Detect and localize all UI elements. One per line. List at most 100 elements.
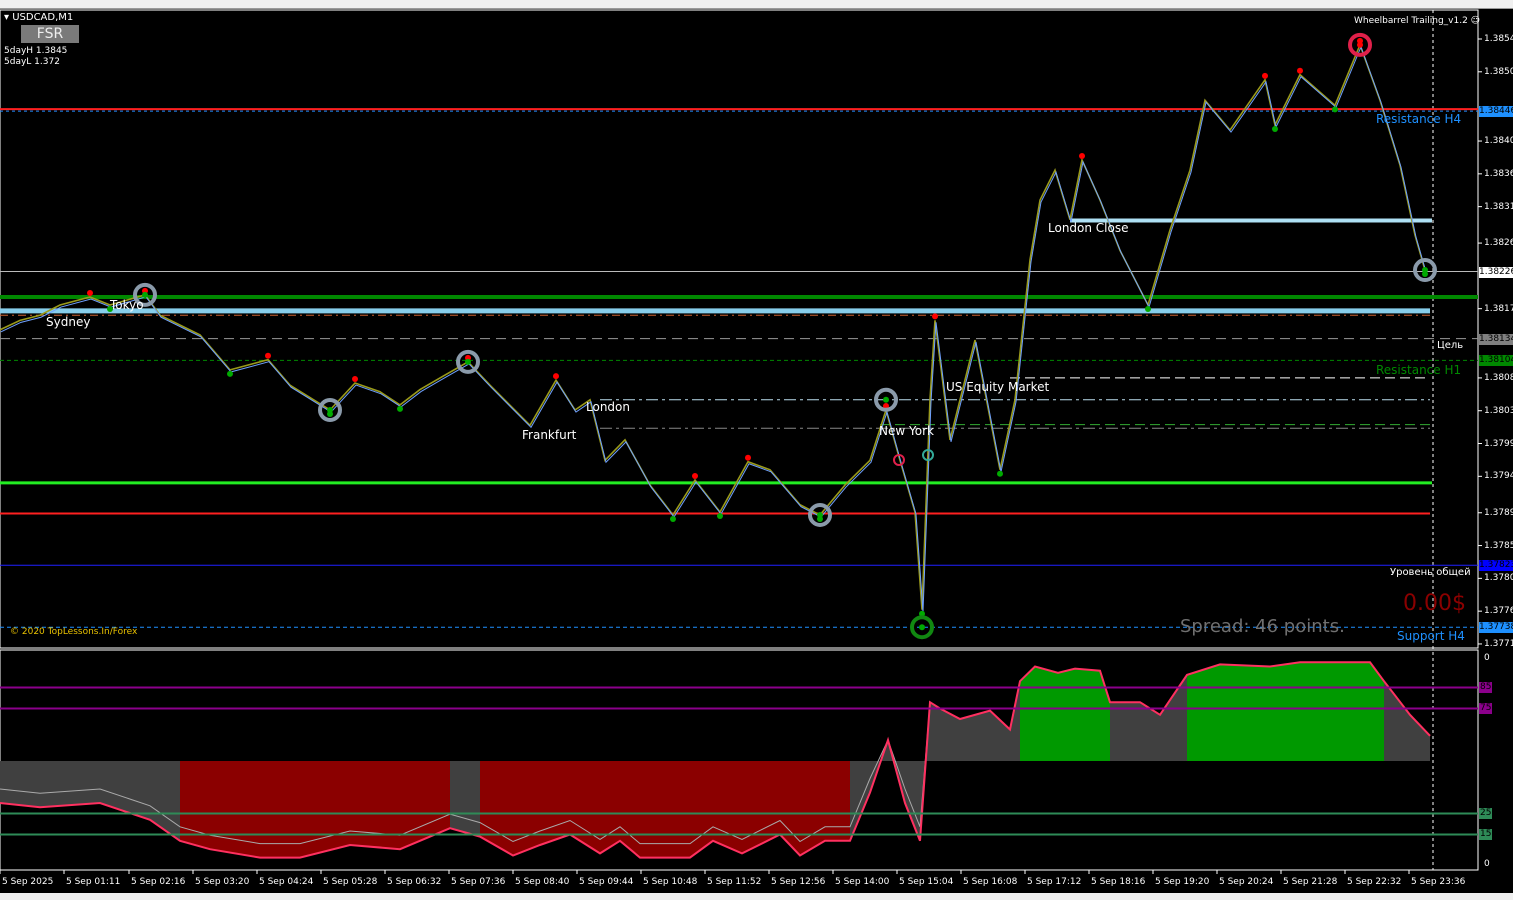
time-tick-label: 5 Sep 20:24	[1219, 877, 1274, 887]
symbol-text: USDCAD,M1	[12, 12, 74, 23]
small-red-ring	[893, 454, 905, 466]
oscillator-band	[210, 761, 260, 858]
oscillator-band	[480, 761, 513, 856]
oscillator-axis-label: 0	[1484, 653, 1490, 663]
oscillator-band	[400, 761, 450, 850]
oscillator-band	[1100, 670, 1110, 761]
oscillator-band	[1187, 664, 1220, 761]
profit-text: 0.00$	[1403, 591, 1466, 616]
oscillator-band	[800, 761, 825, 856]
indicator-name: Wheelbarrel Trailing_v1.2 ☺	[1354, 16, 1480, 26]
time-tick-label: 5 Sep 07:36	[451, 877, 506, 887]
session-new-york: New York	[879, 424, 934, 438]
time-tick-label: 5 Sep 08:40	[515, 877, 570, 887]
oscillator-band	[150, 761, 180, 841]
oscillator-level-label-15: 15	[1479, 828, 1493, 840]
swing-low-dot	[717, 513, 723, 520]
time-tick-label: 5 Sep 10:48	[643, 877, 698, 887]
time-tick-label: 5 Sep 09:44	[579, 877, 634, 887]
swing-low-dot	[1272, 126, 1278, 133]
oscillator-band	[825, 761, 850, 841]
price-marker-box: 1.37823	[1479, 560, 1513, 572]
oscillator-band	[1058, 668, 1075, 761]
oscillator-band	[930, 702, 940, 761]
oscillator-band	[1110, 702, 1140, 761]
signal-ring-dot	[1422, 267, 1428, 274]
oscillator-band	[260, 761, 300, 858]
price-tick-label: 1.38545	[1484, 34, 1513, 44]
price-line-bull	[0, 45, 1427, 612]
price-tick-label: 1.38035	[1484, 405, 1513, 416]
time-tick-label: 5 Sep 12:56	[771, 877, 826, 887]
oscillator-level-label-75: 75	[1479, 702, 1493, 714]
time-tick-label: 5 Sep 04:24	[259, 877, 314, 887]
signal-ring-gray	[456, 349, 480, 374]
oscillator-band	[1035, 666, 1058, 761]
signal-ring-dot	[919, 624, 925, 631]
signal-ring-gray	[808, 502, 832, 527]
swing-low-dot	[227, 370, 233, 377]
time-tick-label: 5 Sep 16:08	[963, 877, 1018, 887]
oscillator-band	[1270, 662, 1300, 761]
level-label-support-h4: Support H4	[1397, 629, 1465, 643]
level-label-target: Цель	[1437, 340, 1464, 351]
swing-high-dot	[1262, 72, 1268, 79]
dropdown-triangle-icon: ▾	[4, 12, 13, 23]
chart-tabs-strip[interactable]	[0, 893, 1513, 900]
price-tick-label: 1.38405	[1484, 136, 1513, 147]
oscillator-band	[100, 761, 150, 820]
signal-ring-gray	[318, 397, 342, 422]
oscillator-band	[1300, 662, 1370, 761]
session-us-equity: US Equity Market	[946, 380, 1050, 394]
oscillator-band	[540, 761, 570, 845]
oscillator-band	[300, 761, 350, 858]
price-tick-label: 1.38315	[1484, 201, 1513, 212]
swing-high-dot	[87, 290, 93, 297]
price-tick-label: 1.37945	[1484, 471, 1513, 482]
fsr-button[interactable]: FSR	[21, 25, 79, 43]
oscillator-band	[1010, 681, 1020, 761]
price-tick-label: 1.38265	[1484, 238, 1513, 249]
price-marker-box: 1.38104	[1479, 355, 1513, 367]
price-tick-label: 1.38175	[1484, 303, 1513, 314]
session-sydney: Sydney	[46, 315, 91, 329]
oscillator-band	[180, 761, 210, 850]
price-tick-label: 1.38500	[1484, 66, 1513, 77]
oscillator-band	[780, 761, 800, 856]
oscillator-band	[620, 761, 640, 858]
oscillator-band	[0, 761, 40, 808]
time-tick-label: 5 Sep 23:36	[1411, 877, 1466, 887]
symbol-label[interactable]: ▾ USDCAD,M1	[4, 12, 73, 24]
swing-low-dot	[1145, 306, 1151, 313]
signal-ring-dot	[465, 358, 471, 365]
oscillator-level-label-85: 85	[1479, 681, 1493, 693]
oscillator-band	[350, 761, 400, 850]
time-tick-label: 5 Sep 01:11	[66, 877, 121, 887]
oscillator-band	[990, 710, 1010, 761]
time-tick-label: 5 Sep 11:52	[707, 877, 762, 887]
time-tick-label: 5 Sep 05:28	[323, 877, 378, 887]
session-frankfurt: Frankfurt	[522, 428, 577, 442]
time-tick-label: 5 Sep 18:16	[1091, 877, 1146, 887]
price-tick-label: 1.37990	[1484, 438, 1513, 449]
oscillator-band	[713, 761, 742, 854]
oscillator-band	[1075, 668, 1100, 761]
oscillator-band	[513, 761, 540, 856]
smiley-icon: ☺	[1470, 16, 1481, 26]
price-marker-box: 1.38226	[1479, 266, 1513, 278]
price-tick-label: 1.38080	[1484, 372, 1513, 383]
swing-low-dot	[670, 515, 676, 522]
oscillator-level-label-25: 25	[1479, 807, 1493, 819]
swing-high-dot	[883, 402, 889, 409]
copyright: © 2020 TopLessons.In/Forex	[10, 627, 138, 637]
signal-ring-gray	[133, 282, 157, 307]
signal-ring-dot	[142, 291, 148, 298]
price-line-bear	[0, 42, 1426, 610]
oscillator-band	[1160, 674, 1187, 761]
oscillator-band	[570, 761, 600, 854]
time-tick-label: 5 Sep 02:16	[131, 877, 186, 887]
price-tick-label: 1.37760	[1484, 606, 1513, 617]
signal-ring-dot	[1357, 41, 1363, 48]
swing-high-dot	[745, 454, 751, 461]
